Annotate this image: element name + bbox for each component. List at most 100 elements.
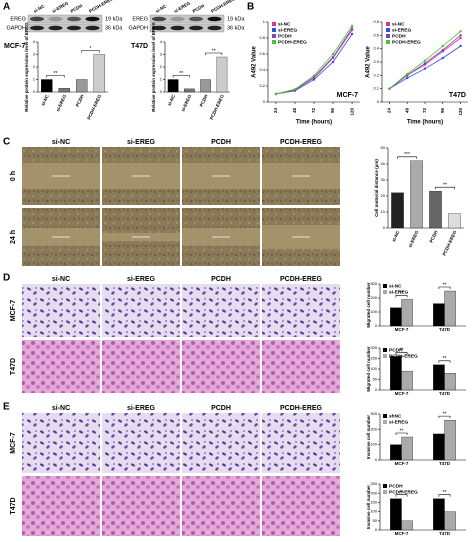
series-point (312, 74, 316, 77)
blot-size-label: 36 kDa (227, 25, 245, 31)
y-tick-label: 0.5 (373, 32, 379, 37)
significance-bracket (397, 156, 417, 159)
blot-band (170, 25, 185, 31)
series-point (388, 87, 391, 90)
y-tick-label: 0 (375, 323, 378, 328)
y-tick-label: 0.2 (373, 72, 379, 77)
chart-title: MCF-7 (4, 43, 25, 50)
bar (433, 303, 445, 327)
series-point (331, 52, 335, 56)
x-tick-label: PCDH (429, 230, 439, 244)
y-tick-label: 20 (381, 193, 386, 198)
significance-label: *** (404, 152, 410, 158)
image-row-label: MCF-7 (10, 432, 17, 453)
y-tick-label: 100 (370, 366, 377, 371)
y-axis-label: A492 Value (252, 45, 258, 77)
y-tick-label: 150 (370, 499, 377, 504)
x-tick-label: MCF-7 (395, 461, 409, 466)
y-tick-label: 30 (381, 177, 386, 182)
significance-label: ** (179, 71, 183, 77)
blot-size-label: 19 kDa (105, 16, 123, 22)
significance-label: ** (400, 291, 404, 297)
y-tick-label: 150 (370, 356, 377, 361)
blot-row-label: EREG (10, 16, 26, 22)
significance-label: ** (443, 282, 447, 288)
y-tick-label: 4 (160, 39, 163, 44)
bar (216, 56, 228, 93)
micrograph (182, 476, 260, 536)
chart-title: T47D (449, 92, 466, 99)
blot-row-label: GAPDH (6, 25, 26, 31)
x-tick-label: T47D (439, 327, 451, 332)
y-axis-label: Cell motorial distance (μm) (374, 159, 379, 217)
image-row-label: T47D (10, 497, 17, 514)
micrograph (102, 413, 180, 473)
significance-bracket (438, 494, 451, 497)
series-point (331, 60, 335, 64)
y-tick-label: 10 (381, 209, 386, 214)
micrograph (262, 284, 340, 337)
blot-strip (149, 14, 225, 24)
y-tick-label: 0 (375, 457, 378, 462)
x-tick-label: MCF-7 (395, 391, 409, 396)
x-tick-label: 48 (292, 108, 297, 114)
blot-band (152, 25, 166, 31)
significance-label: ** (400, 428, 404, 434)
image-column-label: PCDH (211, 405, 231, 412)
x-axis-label: Time (hours) (296, 120, 332, 126)
series-point (406, 72, 409, 76)
bar (184, 88, 195, 93)
y-tick-label: 0 (375, 527, 378, 532)
bar (93, 54, 106, 93)
y-tick-label: 200 (370, 426, 377, 431)
blot-size-label: 19 kDa (227, 16, 245, 22)
blot-band (189, 16, 203, 22)
significance-label: ** (400, 490, 404, 496)
bar (167, 79, 179, 93)
x-tick-label: T47D (439, 391, 451, 396)
blot-column-label: si-NC (33, 3, 46, 14)
legend-swatch (386, 40, 390, 44)
blot-band (170, 16, 185, 22)
blot-column-label: si-EREG (51, 0, 70, 14)
series-point (423, 62, 427, 65)
y-tick-label: 0 (33, 89, 36, 94)
y-tick-label: 0.4 (373, 46, 379, 51)
legend-label: shNC (389, 413, 402, 419)
blot-column-label: PCDH (192, 3, 206, 14)
micrograph (22, 476, 100, 536)
legend-label: PCDH (389, 483, 403, 489)
legend-label: PCDH-EREG (278, 39, 307, 45)
x-tick-label: PCDH (75, 94, 85, 108)
legend-label: PCDH (392, 33, 406, 39)
legend-swatch (272, 34, 276, 38)
y-tick-label: 0.1 (373, 86, 379, 91)
y-axis-label: Invasive cell number (366, 485, 371, 530)
y-axis-label: Invasive cell number (366, 415, 371, 460)
significance-label: ** (443, 411, 447, 417)
x-axis-label: Time (hours) (407, 120, 443, 126)
image-column-label: si-NC (52, 139, 70, 146)
significance-label: ** (443, 490, 447, 496)
blot-band (85, 16, 100, 22)
significance-bracket (395, 295, 408, 298)
panel-letter: B (247, 2, 254, 13)
image-column-label: si-NC (52, 276, 70, 283)
x-tick-label: si-NC (391, 229, 401, 242)
legend-label: PCDH-EREG (392, 39, 421, 45)
legend-label: si-EREG (389, 289, 408, 295)
significance-label: ** (443, 356, 447, 362)
y-tick-label: 1 (33, 77, 36, 82)
image-column-label: si-EREG (127, 276, 156, 283)
x-tick-label: MCF-7 (395, 531, 409, 536)
bar (410, 160, 423, 229)
x-tick-label: si-NC (167, 93, 177, 106)
x-tick-label: si-EREG (180, 93, 192, 112)
series-point (274, 92, 278, 96)
significance-label: * (90, 46, 92, 52)
y-axis-label: Migrated cell number (366, 346, 371, 392)
bar (401, 436, 413, 461)
significance-bracket (81, 50, 100, 53)
image-column-label: si-EREG (127, 139, 156, 146)
x-tick-label: 48 (404, 108, 409, 114)
